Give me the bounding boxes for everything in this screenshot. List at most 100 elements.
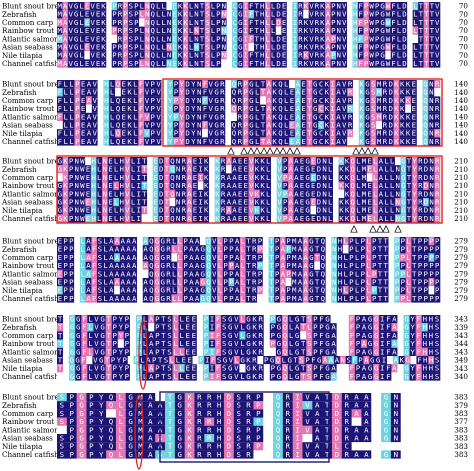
residue-letter: L — [140, 43, 145, 52]
residue-letter: V — [209, 88, 214, 97]
residue-letter: L — [156, 10, 161, 19]
residue-letter: W — [369, 26, 374, 35]
residue-letter: E — [417, 96, 421, 105]
residue-letter: T — [142, 214, 147, 223]
residue-letter: L — [110, 104, 115, 113]
residue-letter: Q — [151, 51, 156, 60]
residue-cell — [259, 51, 266, 60]
residue-cell — [277, 88, 284, 97]
residue-letter: T — [200, 2, 205, 11]
residue-letter: A — [267, 96, 272, 105]
residue-letter: S — [371, 80, 375, 89]
residue-cell — [308, 26, 315, 35]
residue-cell — [434, 34, 441, 43]
residue-letter: W — [386, 59, 391, 68]
residue-letter: L — [189, 10, 194, 19]
residue-letter: L — [355, 294, 360, 303]
residue-letter: K — [304, 34, 309, 43]
residue-letter: P — [151, 137, 156, 146]
residue-letter: P — [112, 59, 117, 68]
residue-letter: V — [209, 104, 214, 113]
residue-letter: R — [298, 18, 303, 27]
residue-letter: R — [418, 214, 423, 223]
residue-letter: P — [123, 2, 128, 11]
position-number: 140 — [454, 80, 468, 89]
residue-letter: P — [123, 43, 128, 52]
residue-letter: A — [87, 104, 92, 113]
residue-cell — [91, 80, 98, 89]
residue-letter: T — [424, 10, 429, 19]
residue-letter: R — [298, 51, 303, 60]
residue-letter: Q — [423, 80, 428, 89]
residue-cell — [226, 2, 233, 11]
residue-cell — [139, 51, 145, 60]
residue-cell — [62, 43, 69, 52]
residue-letter: G — [347, 2, 351, 11]
residue-cell — [243, 10, 249, 19]
residue-letter: V — [145, 80, 150, 89]
residue-cell — [204, 26, 211, 35]
residue-letter: D — [276, 26, 280, 35]
residue-letter: V — [90, 51, 95, 60]
residue-letter: S — [98, 294, 102, 303]
residue-letter: N — [194, 34, 198, 43]
residue-cell — [399, 96, 406, 105]
residue-cell — [144, 34, 151, 43]
residue-letter: K — [101, 26, 106, 35]
residue-cell — [204, 2, 211, 11]
residue-cell — [237, 2, 244, 11]
residue-letter: C — [233, 26, 237, 35]
residue-cell — [387, 88, 394, 97]
residue-cell — [314, 51, 320, 60]
residue-letter: G — [238, 43, 242, 52]
residue-letter: K — [183, 2, 188, 11]
residue-cell — [336, 18, 342, 27]
residue-letter: P — [243, 88, 248, 97]
residue-letter: A — [126, 294, 131, 303]
residue-letter: N — [337, 43, 341, 52]
residue-cell — [352, 80, 360, 89]
residue-cell — [407, 34, 413, 43]
residue-letter: N — [222, 59, 226, 68]
residue-letter: S — [205, 51, 209, 60]
residue-letter: P — [331, 43, 336, 52]
residue-cell — [117, 2, 123, 11]
residue-cell — [115, 80, 122, 89]
residue-letter: G — [313, 137, 317, 146]
residue-cell — [160, 18, 167, 27]
residue-cell — [323, 88, 331, 97]
residue-cell — [122, 2, 129, 11]
residue-letter: M — [58, 2, 63, 11]
residue-letter: A — [87, 80, 92, 89]
residue-cell — [429, 10, 435, 19]
residue-cell — [283, 96, 290, 105]
residue-cell — [243, 51, 249, 60]
residue-cell — [308, 43, 315, 52]
residue-cell — [294, 96, 302, 105]
residue-letter: P — [375, 26, 380, 35]
residue-letter: K — [320, 26, 325, 35]
residue-letter: C — [233, 43, 237, 52]
residue-letter: T — [307, 88, 312, 97]
residue-cell — [357, 59, 364, 68]
residue-cell — [434, 43, 441, 52]
residue-letter: Y — [191, 88, 196, 97]
residue-letter: E — [58, 294, 62, 303]
residue-cell — [405, 96, 412, 105]
residue-cell — [95, 59, 102, 68]
residue-letter: T — [430, 51, 435, 60]
residue-letter: I — [330, 88, 334, 97]
residue-letter: K — [101, 2, 106, 11]
residue-letter: L — [156, 26, 161, 35]
residue-cell — [297, 10, 304, 19]
residue-cell — [357, 43, 364, 52]
residue-letter: E — [287, 59, 291, 68]
residue-cell — [57, 2, 63, 11]
residue-letter: P — [112, 10, 117, 19]
residue-cell — [297, 2, 304, 11]
residue-letter: I — [293, 18, 297, 27]
residue-cell — [254, 104, 261, 113]
residue-cell — [303, 2, 309, 11]
residue-cell — [128, 10, 134, 19]
residue-cell — [144, 88, 151, 97]
